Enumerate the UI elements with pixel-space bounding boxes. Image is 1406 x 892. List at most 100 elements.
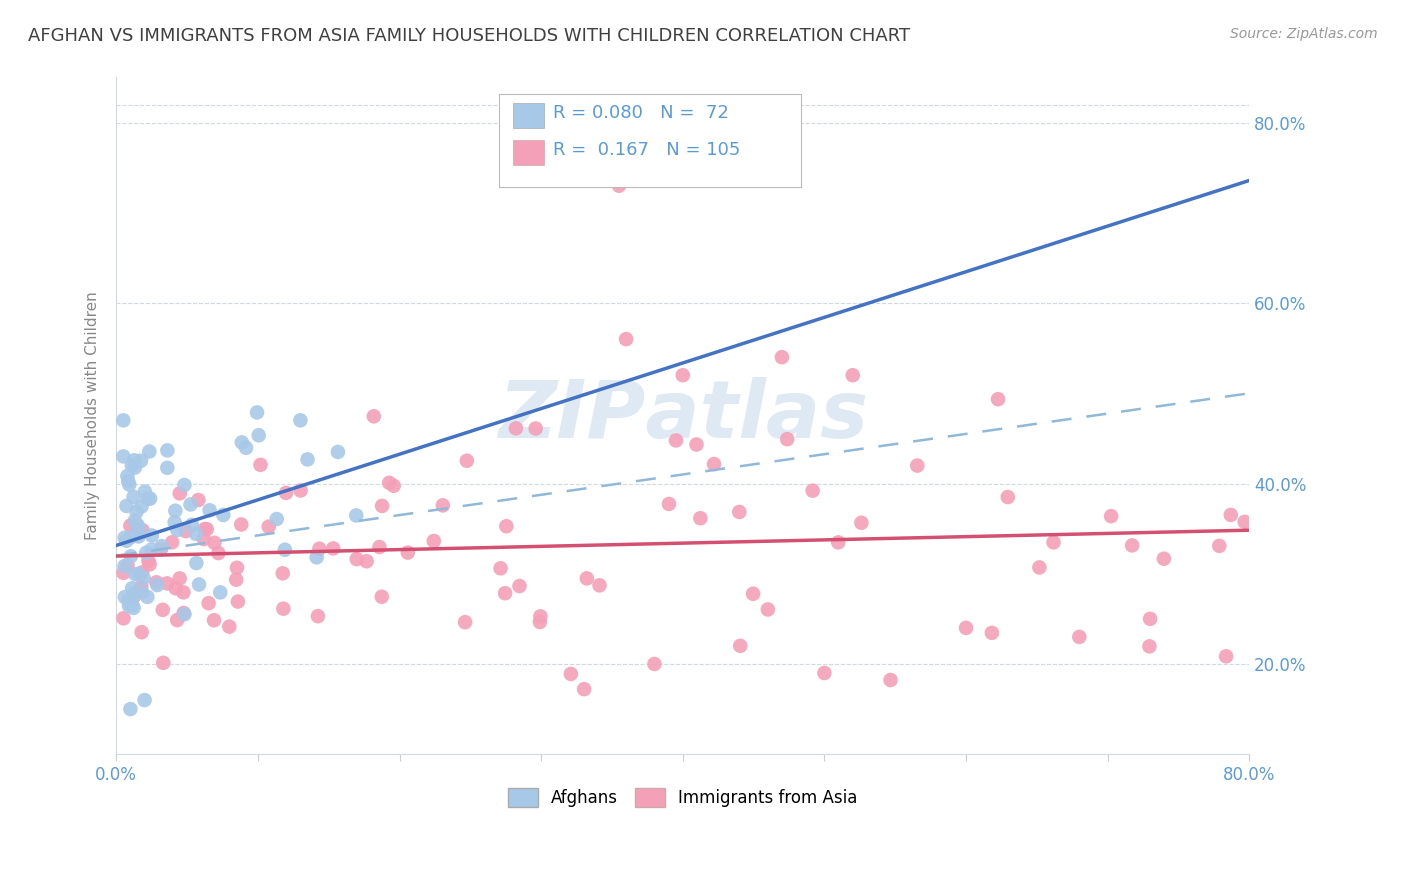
Point (489, 561, 512, 575)
Point (114, 559, 136, 574)
Point (226, 561, 249, 575)
Point (173, 478, 195, 492)
Point (212, 508, 235, 522)
Point (776, 432, 799, 446)
Point (495, 519, 517, 533)
Point (186, 556, 208, 570)
Point (508, 579, 530, 593)
Point (202, 613, 225, 627)
Point (658, 497, 681, 511)
Point (371, 590, 394, 604)
Point (165, 582, 187, 596)
Point (172, 585, 194, 599)
Point (138, 558, 160, 572)
Point (122, 490, 145, 504)
Point (128, 529, 150, 543)
Point (188, 577, 211, 591)
Point (274, 486, 297, 500)
Point (271, 566, 294, 581)
Point (813, 665, 835, 680)
Point (703, 457, 725, 471)
Point (396, 546, 419, 560)
Point (231, 517, 253, 532)
Point (454, 615, 477, 630)
Point (166, 523, 188, 537)
Point (128, 567, 150, 582)
Point (120, 549, 142, 564)
Point (118, 477, 141, 491)
Point (266, 512, 288, 526)
Point (152, 656, 174, 670)
Text: R =  0.167   N = 105: R = 0.167 N = 105 (553, 141, 740, 159)
Point (575, 571, 598, 585)
Point (209, 585, 232, 599)
Point (770, 350, 793, 364)
Point (505, 421, 527, 435)
Legend: Afghans, Immigrants from Asia: Afghans, Immigrants from Asia (502, 781, 865, 814)
Point (145, 575, 167, 590)
Point (125, 528, 148, 542)
Point (146, 578, 169, 592)
Point (169, 571, 191, 585)
Point (141, 542, 163, 557)
Point (195, 522, 218, 536)
Point (134, 693, 156, 707)
Point (756, 602, 779, 616)
Point (156, 460, 179, 475)
Point (122, 600, 145, 615)
Point (150, 539, 173, 553)
Point (152, 603, 174, 617)
Point (1099, 509, 1122, 524)
Point (117, 474, 139, 488)
Point (346, 552, 368, 566)
Point (193, 532, 215, 546)
Point (131, 500, 153, 514)
Point (1028, 560, 1050, 574)
Point (235, 441, 257, 455)
Point (572, 682, 595, 697)
Point (257, 519, 280, 533)
Point (728, 639, 751, 653)
Point (131, 580, 153, 594)
Text: Source: ZipAtlas.com: Source: ZipAtlas.com (1230, 27, 1378, 41)
Point (118, 599, 141, 613)
Point (121, 598, 143, 612)
Point (112, 450, 135, 464)
Point (308, 541, 330, 556)
Point (198, 503, 221, 517)
Point (174, 524, 197, 538)
Point (132, 571, 155, 585)
Point (494, 586, 516, 600)
Point (423, 533, 446, 548)
Point (122, 587, 145, 601)
Point (187, 493, 209, 508)
Point (685, 437, 707, 451)
Point (163, 516, 186, 530)
Point (204, 536, 226, 550)
Point (124, 453, 146, 467)
Point (689, 511, 711, 525)
Point (120, 530, 142, 544)
Point (120, 518, 142, 533)
Point (129, 454, 152, 468)
Point (524, 421, 547, 435)
Point (131, 585, 153, 599)
Point (307, 609, 329, 624)
Text: R = 0.080   N =  72: R = 0.080 N = 72 (553, 104, 728, 122)
Point (290, 483, 312, 498)
Point (156, 576, 179, 591)
Point (138, 444, 160, 458)
Point (955, 621, 977, 635)
Point (665, 434, 688, 448)
Point (115, 499, 138, 513)
Point (841, 368, 863, 383)
Point (305, 550, 328, 565)
Point (1153, 551, 1175, 566)
Point (131, 523, 153, 537)
Point (326, 445, 349, 459)
Point (149, 542, 172, 557)
Point (121, 458, 143, 473)
Point (124, 460, 146, 475)
Point (184, 527, 207, 541)
Point (249, 458, 271, 472)
